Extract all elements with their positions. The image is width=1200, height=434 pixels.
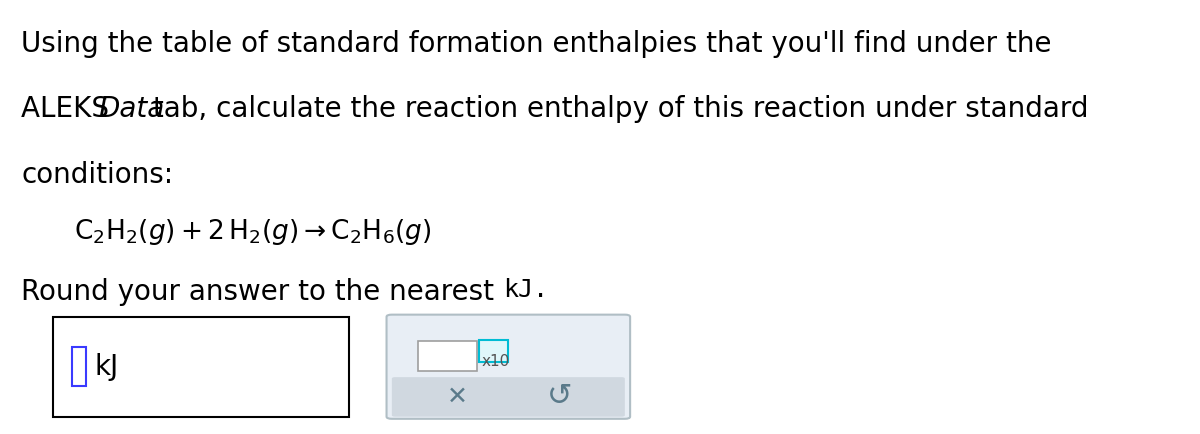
- FancyBboxPatch shape: [53, 317, 349, 417]
- FancyBboxPatch shape: [392, 377, 625, 417]
- Text: tab, calculate the reaction enthalpy of this reaction under standard: tab, calculate the reaction enthalpy of …: [144, 95, 1088, 124]
- FancyBboxPatch shape: [479, 340, 509, 362]
- FancyBboxPatch shape: [419, 341, 476, 371]
- Text: Data: Data: [98, 95, 164, 124]
- Text: Using the table of standard formation enthalpies that you'll find under the: Using the table of standard formation en…: [22, 30, 1051, 59]
- Text: conditions:: conditions:: [22, 161, 173, 189]
- Text: ↺: ↺: [547, 382, 572, 411]
- Text: Round your answer to the nearest: Round your answer to the nearest: [22, 278, 503, 306]
- Text: kJ: kJ: [95, 353, 119, 381]
- Text: x10: x10: [482, 354, 510, 369]
- FancyBboxPatch shape: [386, 315, 630, 419]
- FancyBboxPatch shape: [72, 347, 85, 386]
- Text: kJ.: kJ.: [503, 278, 548, 302]
- Text: $\mathrm{C_2H_2}(\mathit{g})+2\,\mathrm{H_2}(\mathit{g})\rightarrow\mathrm{C_2H_: $\mathrm{C_2H_2}(\mathit{g})+2\,\mathrm{…: [74, 217, 432, 247]
- Text: ALEKS: ALEKS: [22, 95, 118, 124]
- Text: ✕: ✕: [446, 385, 468, 409]
